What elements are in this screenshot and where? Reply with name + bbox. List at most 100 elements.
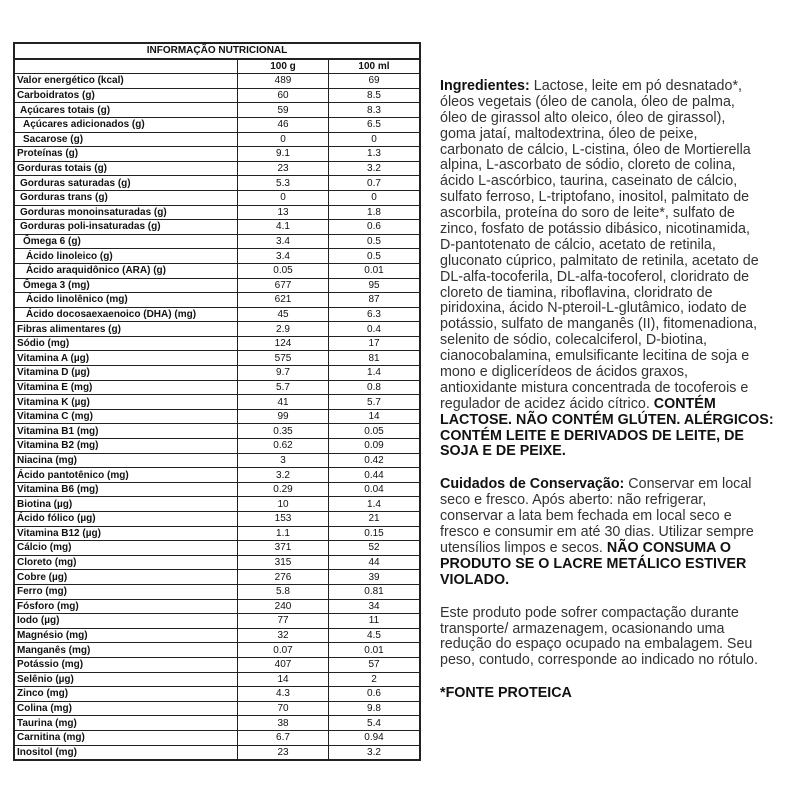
- nutrient-label: Ácido araquidônico (ARA) (g): [13, 262, 238, 279]
- table-row: Manganês (mg) 0.07 0.01: [13, 642, 421, 658]
- value-100ml: 39: [328, 569, 421, 585]
- value-100ml: 0.15: [328, 525, 421, 542]
- value-100ml: 5.4: [328, 715, 421, 731]
- nutrient-label: Sódio (mg): [13, 335, 238, 352]
- text-segment: ascorbila, proteína do soro de leite*, s…: [440, 205, 735, 222]
- table-row: Vitamina B1 (mg) 0.35 0.05: [13, 423, 421, 440]
- text-segment: alpina, L-ascorbato de sódio, cloreto de…: [440, 157, 736, 174]
- value-100g: 0.05: [237, 262, 329, 279]
- nutrient-label: Fibras alimentares (g): [13, 321, 238, 337]
- value-100g: 5.7: [237, 379, 329, 396]
- table-row: Vitamina C (mg) 99 14: [13, 408, 421, 425]
- text-segment: transporte/ armazenagem, ocasionando uma: [440, 620, 725, 637]
- nutrient-label: Fósforo (mg): [13, 598, 238, 615]
- value-100g: 3.4: [237, 233, 329, 250]
- text-line: PRODUTO SE O LACRE METÁLICO ESTIVER: [440, 555, 800, 573]
- text-line: ascorbila, proteína do soro de leite*, s…: [440, 205, 800, 222]
- value-100ml: 8.3: [328, 102, 421, 118]
- table-row: Fósforo (mg) 240 34: [13, 598, 421, 615]
- table-row: Iodo (µg) 77 11: [13, 613, 421, 629]
- bold-text-segment: PRODUTO SE O LACRE METÁLICO ESTIVER: [440, 555, 747, 572]
- value-100g: 9.1: [237, 146, 329, 162]
- table-row: Colina (mg) 70 9.8: [13, 700, 421, 717]
- nutrient-label: Iodo (µg): [13, 613, 238, 629]
- table-row: Ácido araquidônico (ARA) (g) 0.05 0.01: [13, 262, 421, 279]
- table-row: Potássio (mg) 407 57: [13, 656, 421, 673]
- value-100ml: 21: [328, 511, 421, 527]
- table-row: Vitamina B6 (mg) 0.29 0.04: [13, 481, 421, 498]
- text-line: CONTÉM LEITE E DERIVADOS DE LEITE, DE: [440, 428, 800, 445]
- nutrient-label: Proteínas (g): [13, 146, 238, 162]
- text-line: mono e diglicerídeos de ácidos graxos,: [440, 364, 800, 381]
- text-line: cloreto de tiamina, riboflavina, cloridr…: [440, 285, 800, 302]
- nutrient-label: Inositol (mg): [13, 744, 238, 761]
- value-100ml: 1.3: [328, 146, 421, 162]
- text-segment: utensílios limpos e secos.: [440, 539, 607, 556]
- value-100ml: 6.3: [328, 306, 421, 323]
- table-row: Gorduras totais (g) 23 3.2: [13, 160, 421, 177]
- paragraph: *FONTE PROTEICA: [440, 685, 800, 702]
- nutrient-label: Zinco (mg): [13, 686, 238, 702]
- nutrient-label: Niacina (mg): [13, 452, 238, 469]
- nutrient-label: Vitamina E (mg): [13, 379, 238, 396]
- value-100ml: 9.8: [328, 700, 421, 717]
- value-100ml: 0.4: [328, 321, 421, 337]
- text-segment: sulfato ferroso, L-triptofano, inositol,…: [440, 189, 750, 206]
- nutrient-label: Ferro (mg): [13, 583, 238, 600]
- text-line: D-pantotenato de cálcio, acetato de reti…: [440, 237, 800, 254]
- column-header-100g: 100 g: [237, 58, 329, 75]
- nutrient-label: Taurina (mg): [13, 715, 238, 731]
- value-100ml: 0.04: [328, 481, 421, 498]
- nutrient-label: Cobre (µg): [13, 569, 238, 585]
- nutrient-label: Vitamina B1 (mg): [13, 423, 238, 440]
- text-line: Cuidados de Conservação: Conservar em lo…: [440, 476, 800, 493]
- value-100g: 2.9: [237, 321, 329, 337]
- table-row: Ácido fólico (µg) 153 21: [13, 511, 421, 527]
- text-segment: peso, contudo, corresponde ao indicado n…: [440, 652, 758, 669]
- text-segment: regulador de acidez ácido cítrico.: [440, 395, 654, 412]
- table-row: Cloreto (mg) 315 44: [13, 554, 421, 571]
- text-segment: selenito de sódio, colecalciferol, D-bio…: [440, 332, 708, 349]
- table-row: Gorduras poli-insaturadas (g) 4.1 0.6: [13, 219, 421, 235]
- table-row: Ácido linolênico (mg) 621 87: [13, 292, 421, 308]
- paragraph-gap: [440, 460, 800, 477]
- value-100g: 0.62: [237, 438, 329, 454]
- value-100g: 38: [237, 715, 329, 731]
- table-row: Inositol (mg) 23 3.2: [13, 744, 421, 761]
- nutrient-label: Gorduras saturadas (g): [13, 175, 238, 191]
- nutrient-label: Ácido pantotênico (mg): [13, 467, 238, 483]
- value-100g: 10: [237, 496, 329, 512]
- nutrient-label: Gorduras poli-insaturadas (g): [13, 219, 238, 235]
- paragraph: Cuidados de Conservação: Conservar em lo…: [440, 476, 800, 588]
- value-100g: 3.4: [237, 248, 329, 264]
- value-100ml: 17: [328, 335, 421, 352]
- nutrient-label: Ácido fólico (µg): [13, 511, 238, 527]
- value-100g: 407: [237, 656, 329, 673]
- text-line: alpina, L-ascorbato de sódio, cloreto de…: [440, 158, 800, 174]
- text-segment: carbonato de cálcio, L-cistina, óleo de …: [440, 141, 751, 158]
- text-line: sulfato ferroso, L-triptofano, inositol,…: [440, 189, 800, 206]
- value-100ml: 0.42: [328, 452, 421, 469]
- value-100g: 70: [237, 700, 329, 717]
- table-row: Vitamina B12 (µg) 1.1 0.15: [13, 525, 421, 542]
- nutrient-label: Sacarose (g): [13, 131, 238, 148]
- table-row: Cobre (µg) 276 39: [13, 569, 421, 585]
- bold-text-segment: *FONTE PROTEICA: [440, 685, 572, 702]
- value-100ml: 87: [328, 292, 421, 308]
- value-100ml: 0.7: [328, 175, 421, 191]
- table-row: Carboidratos (g) 60 8.5: [13, 87, 421, 104]
- nutrient-label: Selênio (µg): [13, 671, 238, 688]
- nutrient-label: Ácido linolênico (mg): [13, 292, 238, 308]
- nutrient-label: Ômega 3 (mg): [13, 277, 238, 294]
- nutrient-label: Gorduras monoinsaturadas (g): [13, 204, 238, 221]
- text-line: goma jataí, maltodextrina, óleo de peixe…: [440, 126, 800, 143]
- value-100g: 46: [237, 116, 329, 133]
- value-100ml: 2: [328, 671, 421, 688]
- value-100ml: 0.01: [328, 262, 421, 279]
- nutrient-label: Gorduras totais (g): [13, 160, 238, 177]
- value-100ml: 81: [328, 350, 421, 367]
- value-100g: 23: [237, 160, 329, 177]
- text-line: Este produto pode sofrer compactação dur…: [440, 605, 800, 622]
- text-line: óleos vegetais (óleo de canola, óleo de …: [440, 94, 800, 111]
- table-row: Vitamina B2 (mg) 0.62 0.09: [13, 438, 421, 454]
